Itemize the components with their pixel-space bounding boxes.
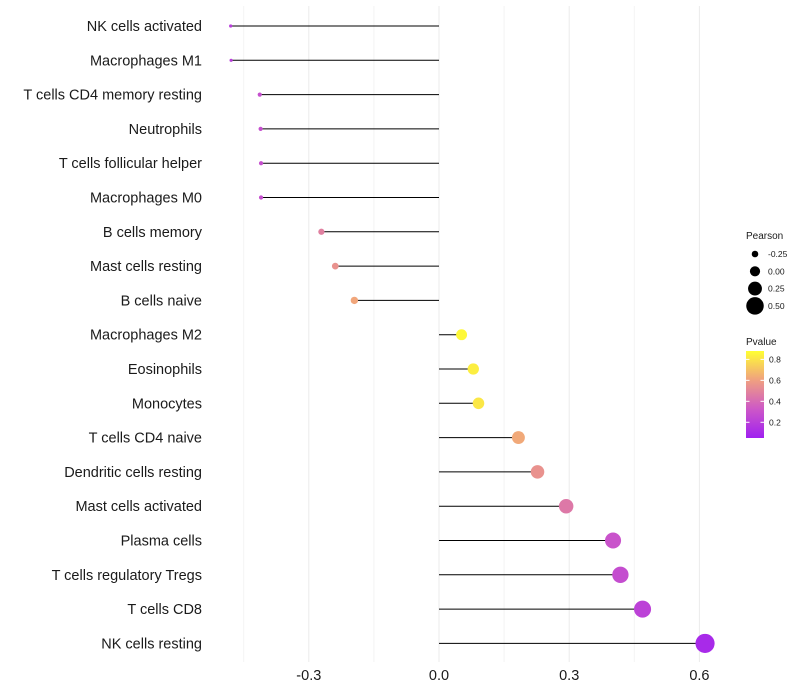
colorbar-label: 0.2 — [769, 417, 781, 427]
colorbar-label: 0.4 — [769, 396, 781, 406]
size-legend-key — [749, 266, 761, 277]
lollipop-point — [612, 566, 629, 583]
lollipop-point — [558, 498, 574, 514]
size-legend-title: Pearson — [746, 231, 783, 242]
category-label: T cells CD4 memory resting — [23, 88, 202, 104]
x-axis-ticks: -0.3 0.0 0.3 0.6 — [296, 668, 709, 684]
grid-lines — [243, 6, 700, 662]
category-label: Eosinophils — [128, 362, 202, 378]
lollipop-point — [229, 58, 233, 62]
colorbar-label: 0.8 — [769, 354, 781, 364]
category-label: Neutrophils — [129, 122, 202, 138]
category-label: B cells memory — [103, 225, 203, 241]
size-legend-label: 0.00 — [768, 266, 785, 276]
color-legend-title: Pvalue — [746, 337, 777, 348]
category-label: B cells naive — [121, 293, 202, 309]
lollipop-point — [511, 431, 525, 445]
lollipop-point — [472, 397, 485, 410]
x-tick-label: -0.3 — [296, 668, 321, 684]
lollipop-point — [456, 329, 468, 341]
size-legend-label: -0.25 — [768, 249, 788, 259]
size-legend-label: 0.50 — [768, 301, 785, 311]
x-tick-label: 0.0 — [429, 668, 449, 684]
category-label: T cells follicular helper — [59, 156, 202, 172]
lollipop-series — [229, 24, 715, 653]
category-label: T cells regulatory Tregs — [52, 568, 202, 584]
category-label: Macrophages M0 — [90, 191, 202, 207]
category-labels: NK cells activated Macrophages M1 T cells … — [23, 19, 202, 652]
category-label: T cells CD4 naive — [89, 431, 202, 447]
category-label: Dendritic cells resting — [64, 465, 202, 481]
x-tick-label: 0.3 — [559, 668, 579, 684]
lollipop-point — [350, 296, 359, 305]
lollipop-point — [258, 195, 264, 200]
category-label: Monocytes — [132, 396, 202, 412]
size-legend-key — [748, 281, 762, 296]
size-legend: Pearson -0.25 0.00 0.25 0.50 — [746, 231, 788, 315]
lollipop-point — [467, 363, 479, 375]
pvalue-colorbar — [746, 351, 764, 438]
category-label: Mast cells activated — [75, 499, 202, 515]
color-legend: Pvalue 0.2 0.4 0.6 0.8 — [746, 337, 781, 438]
lollipop-point — [258, 126, 263, 132]
lollipop-point — [331, 262, 339, 270]
category-label: Mast cells resting — [90, 259, 202, 275]
category-label: T cells CD8 — [127, 602, 202, 618]
lollipop-point — [695, 633, 715, 653]
lollipop-point — [605, 532, 622, 549]
lollipop-point — [634, 600, 652, 618]
lollipop-point — [530, 465, 545, 479]
lollipop-point — [257, 92, 262, 97]
size-legend-label: 0.25 — [768, 284, 785, 294]
x-tick-label: 0.6 — [689, 668, 709, 684]
category-label: Plasma cells — [121, 534, 202, 550]
category-label: NK cells resting — [101, 636, 202, 652]
size-legend-key — [746, 297, 764, 315]
colorbar-label: 0.6 — [769, 375, 781, 385]
category-label: Macrophages M1 — [90, 53, 202, 69]
category-label: NK cells activated — [87, 19, 202, 35]
size-legend-key — [751, 250, 759, 258]
lollipop-point — [229, 24, 233, 28]
lollipop-point — [318, 228, 325, 235]
lollipop-point — [258, 161, 264, 166]
category-label: Macrophages M2 — [90, 328, 202, 344]
